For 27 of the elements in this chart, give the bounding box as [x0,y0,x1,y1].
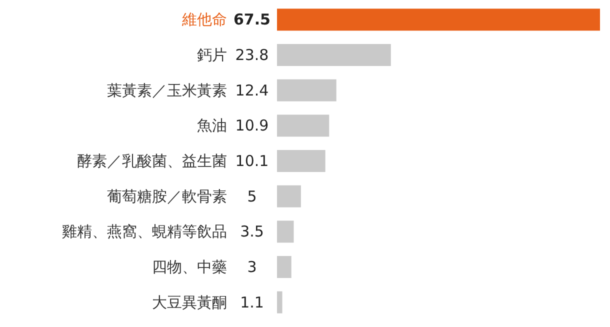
data-label: 10.9 [235,116,269,135]
bar [277,291,282,314]
bar [277,8,600,31]
y-tick-label: 大豆異黃酮 [152,293,227,312]
bar [277,150,326,172]
y-tick-label: 葡萄糖胺／軟骨素 [107,187,227,206]
bar [277,114,330,137]
data-label: 1.1 [240,293,264,312]
bar [277,220,294,243]
bar [277,256,292,278]
y-tick-label: 魚油 [197,116,227,135]
y-tick-label: 四物、中藥 [152,258,227,276]
y-tick-label: 酵素／乳酸菌、益生菌 [77,152,227,170]
bar [277,185,301,208]
data-label: 67.5 [233,10,271,29]
data-label: 10.1 [235,152,269,170]
data-label: 23.8 [235,46,269,64]
bar [277,79,336,102]
y-tick-label: 維他命 [181,10,227,29]
data-label: 3 [247,258,257,276]
bar [277,44,391,66]
y-tick-label: 鈣片 [197,46,227,64]
y-tick-label: 雞精、燕窩、蜆精等飲品 [62,222,227,241]
data-label: 3.5 [240,222,264,241]
data-label: 12.4 [235,81,269,100]
data-label: 5 [247,187,257,206]
y-tick-label: 葉黃素／玉米黃素 [107,81,227,100]
